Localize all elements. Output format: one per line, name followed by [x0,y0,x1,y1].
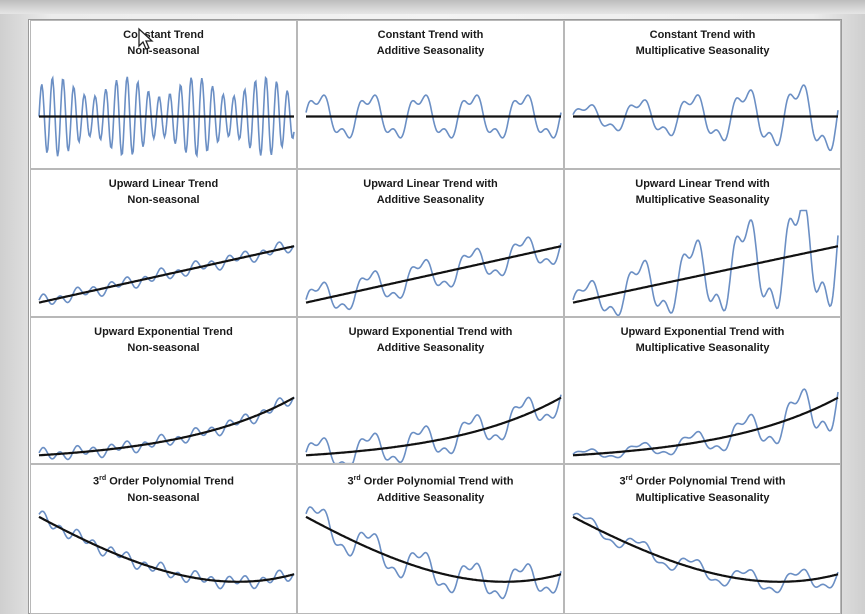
trend-line [305,396,562,457]
chart-title: Constant Trend Non-seasonal [31,27,296,59]
chart-title-line2: Non-seasonal [127,342,200,354]
chart-title-line2: Non-seasonal [127,45,200,57]
chart-title-line1: 3rd Order Polynomial Trend with [347,475,514,488]
chart-plot [305,394,562,463]
trend-line [38,515,295,583]
trend-line [572,396,839,457]
chart-title-line1: Upward Linear Trend [108,178,219,190]
chart-title-line2: Additive Seasonality [376,342,485,354]
chart-plot [305,94,562,139]
chart-title-line1: 3rd Order Polynomial Trend with [619,475,786,488]
series-line [38,75,295,159]
series-line [305,94,562,139]
trend-line [38,396,295,457]
chart-title-line1: Upward Exponential Trend with [348,326,513,338]
chart-title-line1: Constant Trend with [649,29,756,41]
chart-panel-4: Upward Linear Trend Non-seasonal [30,169,297,317]
series-line [572,512,839,594]
trend-line [38,245,295,304]
chart-title: Upward Linear Trend with Multiplicative S… [565,176,840,208]
chart-title: Upward Exponential Trend Non-seasonal [31,324,296,356]
trend-line [572,245,839,304]
chart-panel-5: Upward Linear Trend with Additive Seasona… [297,169,564,317]
series-line [305,506,562,600]
chart-title-line2: Multiplicative Seasonality [635,342,770,354]
chart-plot [572,512,839,594]
chart-plot [38,75,295,159]
mouse-pointer-icon [138,27,154,50]
chart-title-line2: Non-seasonal [127,194,200,206]
chart-plot [572,388,839,459]
chart-title-line1: 3rd Order Polynomial Trend [93,475,234,488]
series-line [305,394,562,463]
chart-plot [572,209,839,316]
chart-panel-1: Constant Trend Non-seasonal [30,20,297,169]
top-bar [0,0,865,14]
series-line [572,388,839,459]
chart-panel-7: Upward Exponential Trend Non-seasonal [30,317,297,464]
chart-panel-12: 3rd Order Polynomial Trend with Multiplic… [564,464,841,614]
chart-title-line1: Constant Trend [123,29,204,41]
chart-title: Upward Exponential Trend with Additive Se… [298,324,563,356]
chart-title-line1: Upward Linear Trend with [635,178,770,190]
chart-title-line1: Constant Trend with [377,29,484,41]
chart-title-line1: Upward Linear Trend with [363,178,498,190]
chart-title-line2: Multiplicative Seasonality [635,194,770,206]
chart-title: Upward Linear Trend with Additive Seasona… [298,176,563,208]
series-line [572,209,839,316]
series-line [572,84,839,152]
chart-panel-8: Upward Exponential Trend with Additive Se… [297,317,564,464]
chart-panel-9: Upward Exponential Trend with Multiplicat… [564,317,841,464]
series-line [38,396,295,461]
chart-title: 3rd Order Polynomial Trend with Additive … [298,471,563,506]
series-line [305,236,562,311]
chart-title-line1: Upward Exponential Trend [94,326,233,338]
chart-title: Upward Linear Trend Non-seasonal [31,176,296,208]
chart-panel-11: 3rd Order Polynomial Trend with Additive … [297,464,564,614]
chart-plot [38,241,295,306]
chart-plot [38,396,295,461]
chart-plot [305,506,562,600]
chart-title-line2: Additive Seasonality [376,194,485,206]
chart-panel-2: Constant Trend with Additive Seasonality [297,20,564,169]
chart-title-line2: Multiplicative Seasonality [635,45,770,57]
chart-plot [305,236,562,311]
chart-title-line2: Additive Seasonality [376,45,485,57]
chart-panel-10: 3rd Order Polynomial Trend Non-seasonal [30,464,297,614]
chart-title-line2: Multiplicative Seasonality [635,491,770,504]
chart-panel-3: Constant Trend with Multiplicative Season… [564,20,841,169]
trend-line [305,515,562,583]
chart-panel-6: Upward Linear Trend with Multiplicative S… [564,169,841,317]
chart-title: Upward Exponential Trend with Multiplicat… [565,324,840,356]
chart-title: Constant Trend with Additive Seasonality [298,27,563,59]
chart-plot [572,84,839,152]
chart-title-line2: Non-seasonal [127,491,200,504]
trend-line [305,245,562,304]
chart-title: Constant Trend with Multiplicative Season… [565,27,840,59]
chart-title-line2: Additive Seasonality [376,491,485,504]
trend-line [572,515,839,583]
chart-plot [38,510,295,590]
series-line [38,510,295,590]
chart-title: 3rd Order Polynomial Trend with Multiplic… [565,471,840,506]
chart-title-line1: Upward Exponential Trend with [620,326,785,338]
chart-title: 3rd Order Polynomial Trend Non-seasonal [31,471,296,506]
